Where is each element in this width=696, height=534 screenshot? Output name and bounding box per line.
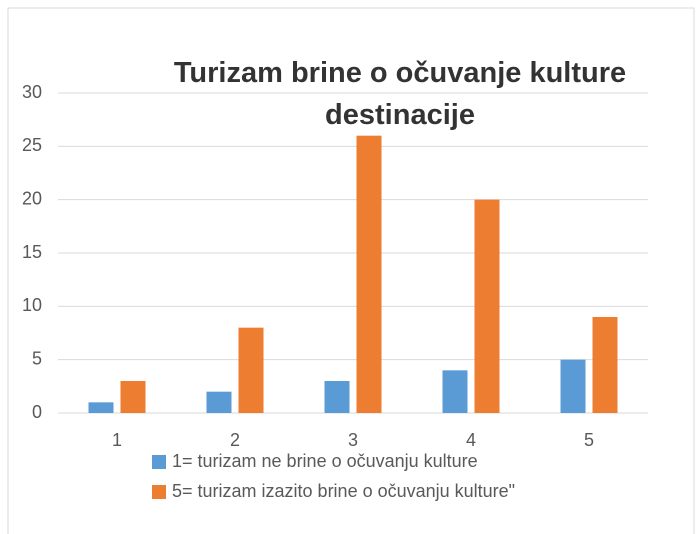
bar: [592, 317, 618, 413]
chart-title: Turizam brine o očuvanje kulture destina…: [173, 57, 627, 131]
bar: [474, 199, 500, 413]
chart-border: [7, 7, 695, 534]
bar: [356, 135, 382, 413]
y-tick-label: 25: [22, 135, 42, 155]
x-tick-label: 1: [112, 430, 122, 450]
bar: [324, 381, 350, 413]
bar: [120, 381, 146, 413]
y-tick-label: 15: [22, 242, 42, 262]
legend-swatch: [152, 485, 166, 499]
legend-label: 1= turizam ne brine o očuvanju kulture: [172, 451, 478, 471]
x-tick-label: 3: [348, 430, 358, 450]
y-tick-label: 20: [22, 188, 42, 208]
y-tick-label: 30: [22, 82, 42, 102]
legend-label: 5= turizam izazito brine o očuvanju kult…: [172, 481, 515, 501]
bar: [560, 359, 586, 413]
bar: [442, 370, 468, 413]
bar: [238, 327, 264, 413]
x-tick-label: 2: [230, 430, 240, 450]
y-tick-label: 10: [22, 295, 42, 315]
bar: [206, 391, 232, 413]
legend-swatch: [152, 455, 166, 469]
x-tick-label: 4: [466, 430, 476, 450]
x-tick-label: 5: [584, 430, 594, 450]
y-tick-label: 0: [32, 402, 42, 422]
y-tick-label: 5: [32, 348, 42, 368]
bar: [88, 402, 114, 413]
